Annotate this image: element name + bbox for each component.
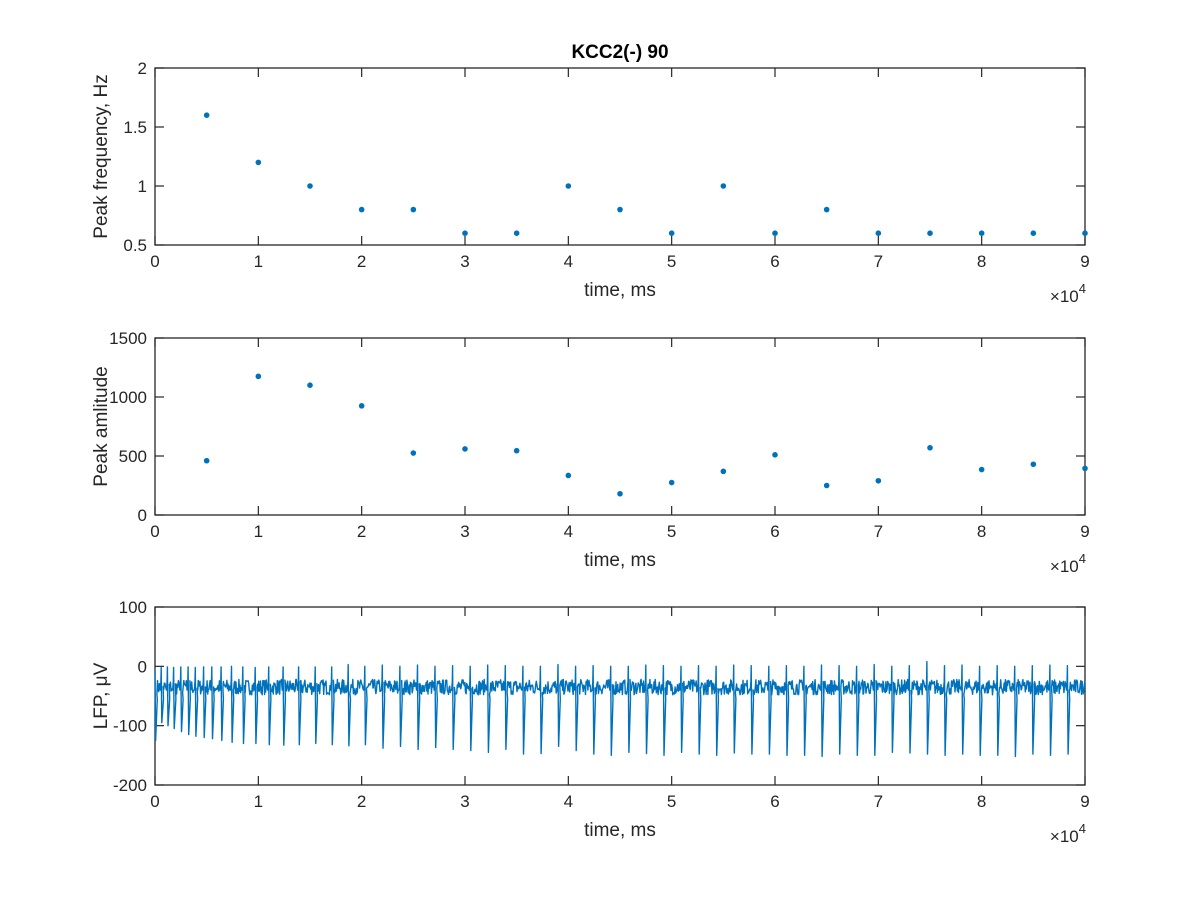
- plot2-xtick-label: 5: [667, 522, 676, 541]
- plot1-axes-box: [154, 67, 1086, 246]
- plot3-series-line: [154, 660, 1086, 758]
- plot2-data-point: [513, 447, 520, 454]
- plot2-xtick-label: 8: [977, 522, 986, 541]
- plot1-data-point: [410, 206, 417, 213]
- plot3-yaxis-label: LFP, μV: [91, 662, 112, 729]
- plot2-data-point: [565, 472, 572, 479]
- plot3-xtick-label: 9: [1080, 792, 1089, 811]
- plot3-axes-box: [154, 606, 1086, 786]
- plot3-xtick-label: 7: [874, 792, 883, 811]
- plot1-xtick-label: 3: [460, 252, 469, 271]
- plot2-xtick-label: 3: [460, 522, 469, 541]
- plot2-yaxis-label: Peak amlitude: [91, 366, 112, 486]
- plot3-xtick-label: 5: [667, 792, 676, 811]
- plot1-xaxis-label: time, ms: [584, 280, 656, 301]
- plot1-ytick-label: 2: [138, 59, 147, 78]
- plot1-xtick-label: 6: [770, 252, 779, 271]
- plot3-xtick-label: 6: [770, 792, 779, 811]
- plot2-data-point: [1082, 465, 1088, 472]
- plot2-xtick-label: 7: [874, 522, 883, 541]
- plot3-ytick-label: -100: [113, 717, 147, 736]
- plot2-xtick-label: 0: [150, 522, 159, 541]
- plot2-data-point: [668, 479, 675, 486]
- plot2-data-point: [772, 452, 778, 458]
- plot3-xaxis-label: time, ms: [584, 820, 656, 841]
- plot2-data-point: [358, 403, 365, 409]
- plot2-data-point: [410, 450, 417, 456]
- plot1-xtick-label: 0: [150, 252, 159, 271]
- plot2-data-point: [617, 490, 623, 497]
- plot1-data-point: [617, 206, 623, 213]
- plot1-data-point: [927, 230, 933, 236]
- plot2-ytick-label: 1500: [109, 329, 147, 348]
- plot3-xtick-label: 0: [150, 792, 159, 811]
- plot2-data-point: [255, 373, 262, 380]
- plot2-axes-box: [154, 337, 1086, 516]
- plot1-data-point: [565, 183, 572, 189]
- plot2-x-exponent: ×104: [1050, 551, 1086, 576]
- plot1-data-point: [462, 230, 468, 236]
- plot2-data-point: [1030, 461, 1037, 468]
- plot2-xtick-label: 2: [357, 522, 366, 541]
- plot2-ytick-label: 0: [138, 506, 147, 525]
- plot1-xtick-label: 2: [357, 252, 366, 271]
- plot1-xtick-label: 7: [874, 252, 883, 271]
- plot1-data-point: [978, 230, 985, 236]
- plot1-xtick-label: 8: [977, 252, 986, 271]
- plot3-xtick-label: 1: [254, 792, 263, 811]
- plot3-xtick-label: 4: [564, 792, 573, 811]
- plot2-data-point: [823, 482, 830, 489]
- plot1-xtick-label: 1: [254, 252, 263, 271]
- plot2-data-point: [927, 444, 933, 451]
- plot3-ytick-label: 0: [138, 657, 147, 676]
- plot1-data-point: [203, 112, 210, 118]
- plot1-ytick-label: 0.5: [123, 236, 147, 255]
- plot1-data-point: [358, 206, 365, 213]
- plot2-xtick-label: 1: [254, 522, 263, 541]
- plot1-xtick-label: 5: [667, 252, 676, 271]
- plot3-xtick-label: 2: [357, 792, 366, 811]
- plot2-data-point: [978, 466, 985, 473]
- plot3-xtick-label: 3: [460, 792, 469, 811]
- plot2-data-point: [875, 477, 882, 484]
- plot3-ytick-label: -200: [113, 776, 147, 795]
- plot3-xtick-label: 8: [977, 792, 986, 811]
- plot1-xtick-label: 4: [564, 252, 573, 271]
- plot1-data-point: [720, 183, 727, 189]
- plot1-data-point: [823, 206, 830, 213]
- plot1-data-point: [307, 183, 313, 189]
- plot2-ytick-label: 1000: [109, 388, 147, 407]
- plot1-data-point: [1082, 230, 1088, 236]
- plot1-data-point: [772, 230, 778, 236]
- plot2-xtick-label: 4: [564, 522, 573, 541]
- figure-title: KCC2(-) 90: [571, 42, 668, 63]
- plot1-data-point: [668, 230, 675, 236]
- plot1-data-point: [513, 230, 520, 236]
- plot2-data-point: [462, 446, 468, 452]
- plot2-data-point: [720, 468, 727, 475]
- plot1-yaxis-label: Peak frequency, Hz: [91, 74, 112, 238]
- plot1-xtick-label: 9: [1080, 252, 1089, 271]
- plot3-x-exponent: ×104: [1050, 821, 1086, 846]
- plot2-xaxis-label: time, ms: [584, 550, 656, 571]
- plot2-ytick-label: 500: [119, 447, 147, 466]
- plot2-data-point: [203, 457, 210, 464]
- plot1-ytick-label: 1: [138, 177, 147, 196]
- plot1-data-point: [255, 159, 262, 166]
- plot2-xtick-label: 6: [770, 522, 779, 541]
- plot2-xtick-label: 9: [1080, 522, 1089, 541]
- plot1-data-point: [1030, 230, 1037, 236]
- plot1-data-point: [875, 230, 882, 236]
- plot2-data-point: [307, 382, 313, 389]
- plot1-ytick-label: 1.5: [123, 118, 147, 137]
- plot1-x-exponent: ×104: [1050, 281, 1086, 306]
- plot3-ytick-label: 100: [119, 598, 147, 617]
